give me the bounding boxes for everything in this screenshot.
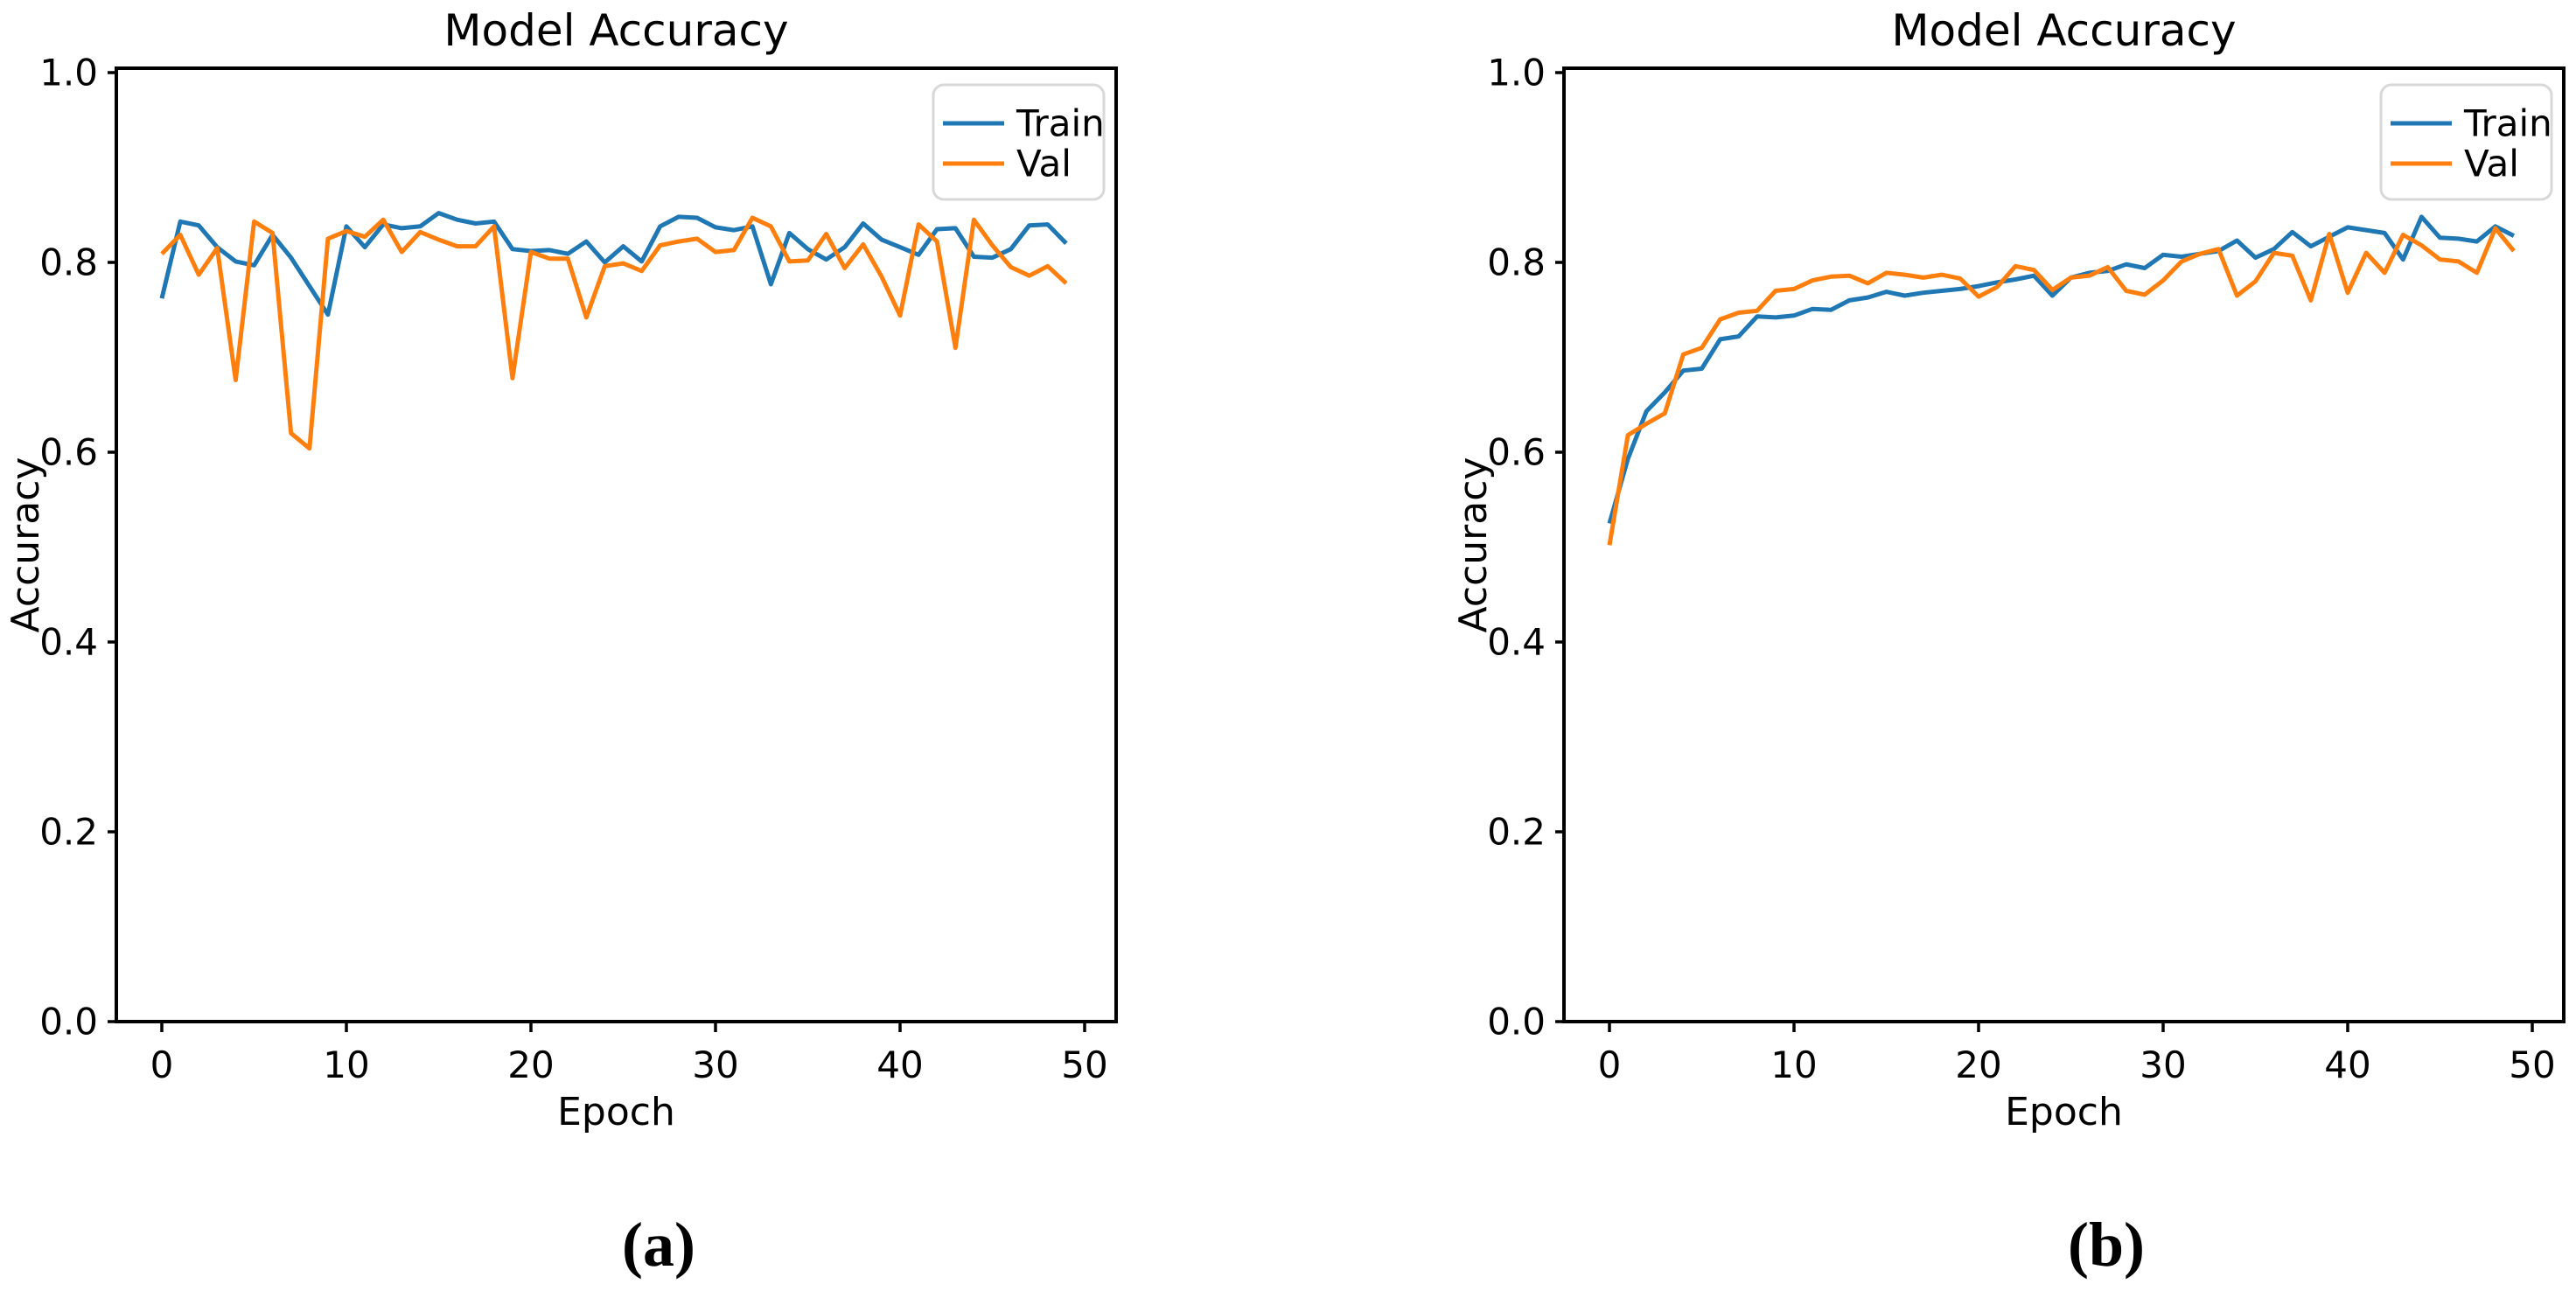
y-axis: 0.0 0.2 0.4 0.6 0.8 1.0: [39, 52, 116, 1043]
y-tick-label: 0.6: [1487, 431, 1546, 474]
x-axis: 0 10 20 30 40 50: [150, 1022, 1108, 1086]
y-tick-label: 0.0: [39, 1001, 98, 1043]
x-tick-label: 50: [1061, 1043, 1107, 1086]
plot-border: [1562, 66, 2566, 1023]
x-tick-label: 0: [1598, 1043, 1622, 1086]
model-accuracy-chart-b: Model Accuracy 0.0 0.2 0.4 0.6 0.8 1.0 0 10 20 30 4…: [1451, 5, 2566, 1134]
x-tick-label: 20: [507, 1043, 554, 1086]
x-tick-label: 50: [2509, 1043, 2555, 1086]
y-tick-label: 0.4: [1487, 621, 1546, 664]
legend-label-val: Val: [2464, 143, 2519, 185]
legend-label-train: Train: [2463, 102, 2552, 145]
chart-title: Model Accuracy: [1891, 5, 2236, 56]
y-tick-label: 0.0: [1487, 1001, 1546, 1043]
x-axis: 0 10 20 30 40 50: [1598, 1022, 2556, 1086]
caption-b: (b): [2068, 1210, 2145, 1280]
y-axis-label: Accuracy: [1451, 457, 1496, 633]
chart-title: Model Accuracy: [443, 5, 788, 56]
line-train: [159, 211, 1068, 318]
x-tick-label: 20: [1955, 1043, 2001, 1086]
legend-label-val: Val: [1016, 143, 1072, 185]
x-tick-label: 0: [150, 1043, 174, 1086]
x-axis-label: Epoch: [557, 1090, 675, 1134]
y-tick-label: 0.4: [39, 621, 98, 664]
y-tick-label: 0.2: [39, 811, 98, 854]
x-axis-label: Epoch: [2005, 1090, 2123, 1134]
line-val: [1607, 226, 2516, 546]
x-tick-label: 40: [2324, 1043, 2370, 1086]
line-train: [1607, 214, 2516, 525]
model-accuracy-chart-a: Model Accuracy 0.0 0.2 0.4 0.6 0.8 1.0 0 10 20 30 4…: [3, 5, 1118, 1134]
legend-label-train: Train: [1016, 102, 1105, 145]
caption-a: (a): [622, 1210, 695, 1280]
chart-panel-b: Model Accuracy 0.0 0.2 0.4 0.6 0.8 1.0 0 10 20 30 4…: [1448, 0, 2576, 1291]
y-tick-label: 0.8: [1487, 241, 1546, 284]
x-tick-label: 10: [323, 1043, 369, 1086]
y-tick-label: 0.2: [1487, 811, 1546, 854]
plot-border: [115, 66, 1118, 1023]
y-tick-label: 1.0: [39, 52, 98, 94]
line-val: [160, 215, 1068, 451]
legend-box: [932, 83, 1106, 201]
y-tick-label: 1.0: [1487, 52, 1546, 94]
y-tick-label: 0.8: [39, 241, 98, 284]
y-axis-label: Accuracy: [3, 457, 48, 633]
y-axis: 0.0 0.2 0.4 0.6 0.8 1.0: [1487, 52, 1564, 1043]
chart-panel-a: Model Accuracy 0.0 0.2 0.4 0.6 0.8 1.0 0 10 20 30 4…: [0, 0, 1128, 1291]
x-tick-label: 30: [2140, 1043, 2186, 1086]
x-tick-label: 30: [692, 1043, 738, 1086]
legend-box: [2379, 83, 2553, 201]
y-tick-label: 0.6: [39, 431, 98, 474]
x-tick-label: 40: [876, 1043, 923, 1086]
x-tick-label: 10: [1770, 1043, 1817, 1086]
